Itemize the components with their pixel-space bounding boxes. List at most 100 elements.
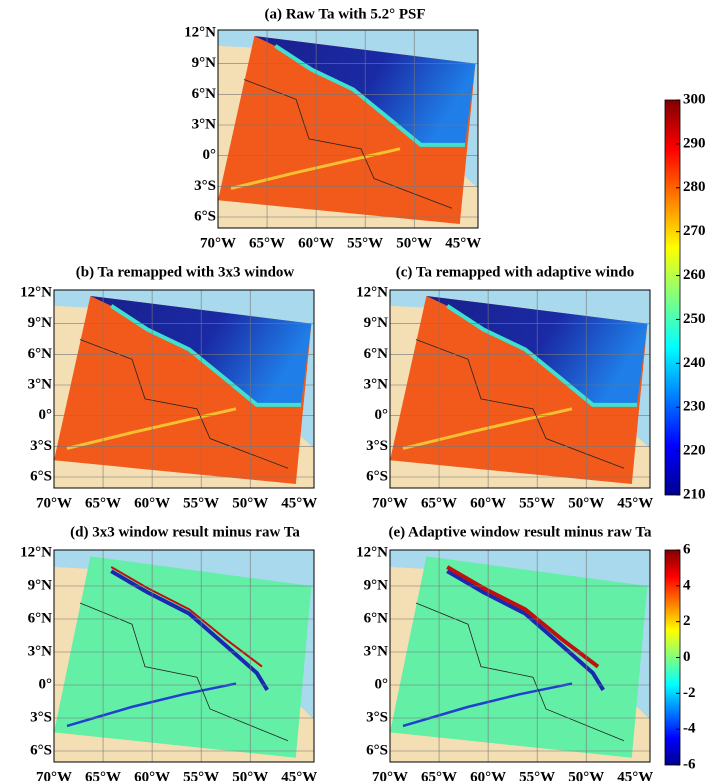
- lat-label: 6°S: [30, 742, 52, 758]
- colorbar-tick-label: 0: [683, 649, 691, 665]
- lat-label: 6°S: [366, 742, 388, 758]
- lat-label: 3°S: [30, 709, 52, 725]
- river-diff: [402, 682, 573, 728]
- lon-label: 45°W: [445, 235, 481, 251]
- border-lines: [243, 79, 453, 209]
- river-diff: [66, 682, 237, 728]
- lon-label: 55°W: [519, 495, 555, 511]
- lon-label: 45°W: [281, 769, 317, 781]
- lat-label: 9°N: [28, 577, 52, 593]
- lon-label: 65°W: [249, 235, 285, 251]
- colorbar-tick-label: 260: [683, 267, 706, 283]
- coast-diff: [446, 569, 605, 691]
- lon-label: 55°W: [347, 235, 383, 251]
- lon-label: 45°W: [617, 495, 653, 511]
- lat-label: 3°N: [192, 116, 216, 132]
- lat-label: 6°S: [366, 468, 388, 484]
- coast-diff-red: [110, 566, 263, 668]
- lat-label: 12°N: [356, 284, 388, 300]
- lat-label: 3°N: [28, 643, 52, 659]
- coast-diff-red: [446, 565, 600, 669]
- lat-label: 3°S: [194, 178, 216, 194]
- lat-label: 12°N: [356, 544, 388, 560]
- lat-label: 3°S: [366, 709, 388, 725]
- lat-label: 12°N: [184, 24, 216, 40]
- lat-label: 12°N: [20, 544, 52, 560]
- lon-label: 45°W: [281, 495, 317, 511]
- lat-label: 0°: [39, 407, 53, 423]
- map-frame: [217, 29, 479, 229]
- panel-title: (a) Raw Ta with 5.2° PSF: [264, 6, 425, 22]
- lon-label: 50°W: [568, 769, 604, 781]
- map-body: [54, 290, 314, 488]
- map-frame: [389, 289, 651, 489]
- lat-label: 6°N: [28, 610, 52, 626]
- colorbar-tick-label: -6: [683, 756, 696, 772]
- lat-label: 0°: [39, 676, 53, 692]
- lon-label: 55°W: [183, 769, 219, 781]
- colorbar-tick-label: 280: [683, 179, 706, 195]
- border-lines: [79, 339, 289, 469]
- lon-label: 65°W: [421, 495, 457, 511]
- colorbar-tick-label: 270: [683, 223, 706, 239]
- map-body: [54, 550, 314, 762]
- panel-title: (d) 3x3 window result minus raw Ta: [70, 524, 300, 540]
- river-band: [230, 147, 401, 190]
- lon-label: 70°W: [372, 769, 408, 781]
- colorbar: [664, 99, 681, 496]
- coast-band: [274, 44, 465, 147]
- lon-label: 65°W: [421, 769, 457, 781]
- lon-label: 60°W: [470, 769, 506, 781]
- lat-label: 3°S: [366, 438, 388, 454]
- border-lines: [415, 602, 625, 742]
- lon-label: 60°W: [134, 495, 170, 511]
- panel-title: (e) Adaptive window result minus raw Ta: [388, 524, 652, 540]
- lon-label: 70°W: [36, 495, 72, 511]
- colorbar-tick-label: 240: [683, 355, 706, 371]
- coast-diff: [110, 569, 269, 691]
- lon-label: 65°W: [85, 769, 121, 781]
- swath-diff: [54, 556, 312, 758]
- lon-label: 70°W: [36, 769, 72, 781]
- coast-band: [110, 304, 301, 407]
- map-frame: [389, 549, 651, 763]
- lat-label: 0°: [375, 676, 389, 692]
- lon-label: 55°W: [183, 495, 219, 511]
- lat-label: 6°N: [364, 610, 388, 626]
- colorbar-tick-label: 300: [683, 91, 706, 107]
- border-lines: [415, 339, 625, 469]
- lon-label: 50°W: [568, 495, 604, 511]
- coast-band: [446, 304, 637, 407]
- lon-label: 50°W: [396, 235, 432, 251]
- colorbar-tick-label: 230: [683, 399, 706, 415]
- map-frame: [53, 289, 315, 489]
- map-panel: (b) Ta remapped with 3x3 window 12°N 9°N 6°…: [20, 264, 317, 511]
- lon-label: 50°W: [232, 769, 268, 781]
- lat-label: 0°: [203, 147, 217, 163]
- swath-diff: [390, 556, 648, 758]
- river-band: [66, 407, 237, 450]
- lon-label: 50°W: [232, 495, 268, 511]
- colorbar-tick-label: 4: [683, 577, 691, 593]
- lon-label: 70°W: [200, 235, 236, 251]
- map-panel: (a) Raw Ta with 5.2° PSF 12°N 9°N 6°N 3°N 0° 3…: [184, 6, 481, 251]
- lat-label: 3°N: [364, 643, 388, 659]
- map-frame: [53, 549, 315, 763]
- lat-label: 6°N: [192, 86, 216, 102]
- lat-label: 12°N: [20, 284, 52, 300]
- lat-label: 6°S: [194, 208, 216, 224]
- lon-label: 60°W: [134, 769, 170, 781]
- lon-label: 45°W: [617, 769, 653, 781]
- lon-label: 55°W: [519, 769, 555, 781]
- lon-label: 65°W: [85, 495, 121, 511]
- colorbar-tick-label: 6: [683, 541, 691, 557]
- colorbar-tick-label: 210: [683, 486, 706, 502]
- map-body: [390, 550, 650, 762]
- lat-label: 9°N: [364, 577, 388, 593]
- map-body: [390, 290, 650, 488]
- border-lines: [79, 602, 289, 742]
- river-band: [402, 407, 573, 450]
- panel-title: (b) Ta remapped with 3x3 window: [76, 264, 295, 280]
- colorbar-tick-label: -4: [683, 721, 696, 737]
